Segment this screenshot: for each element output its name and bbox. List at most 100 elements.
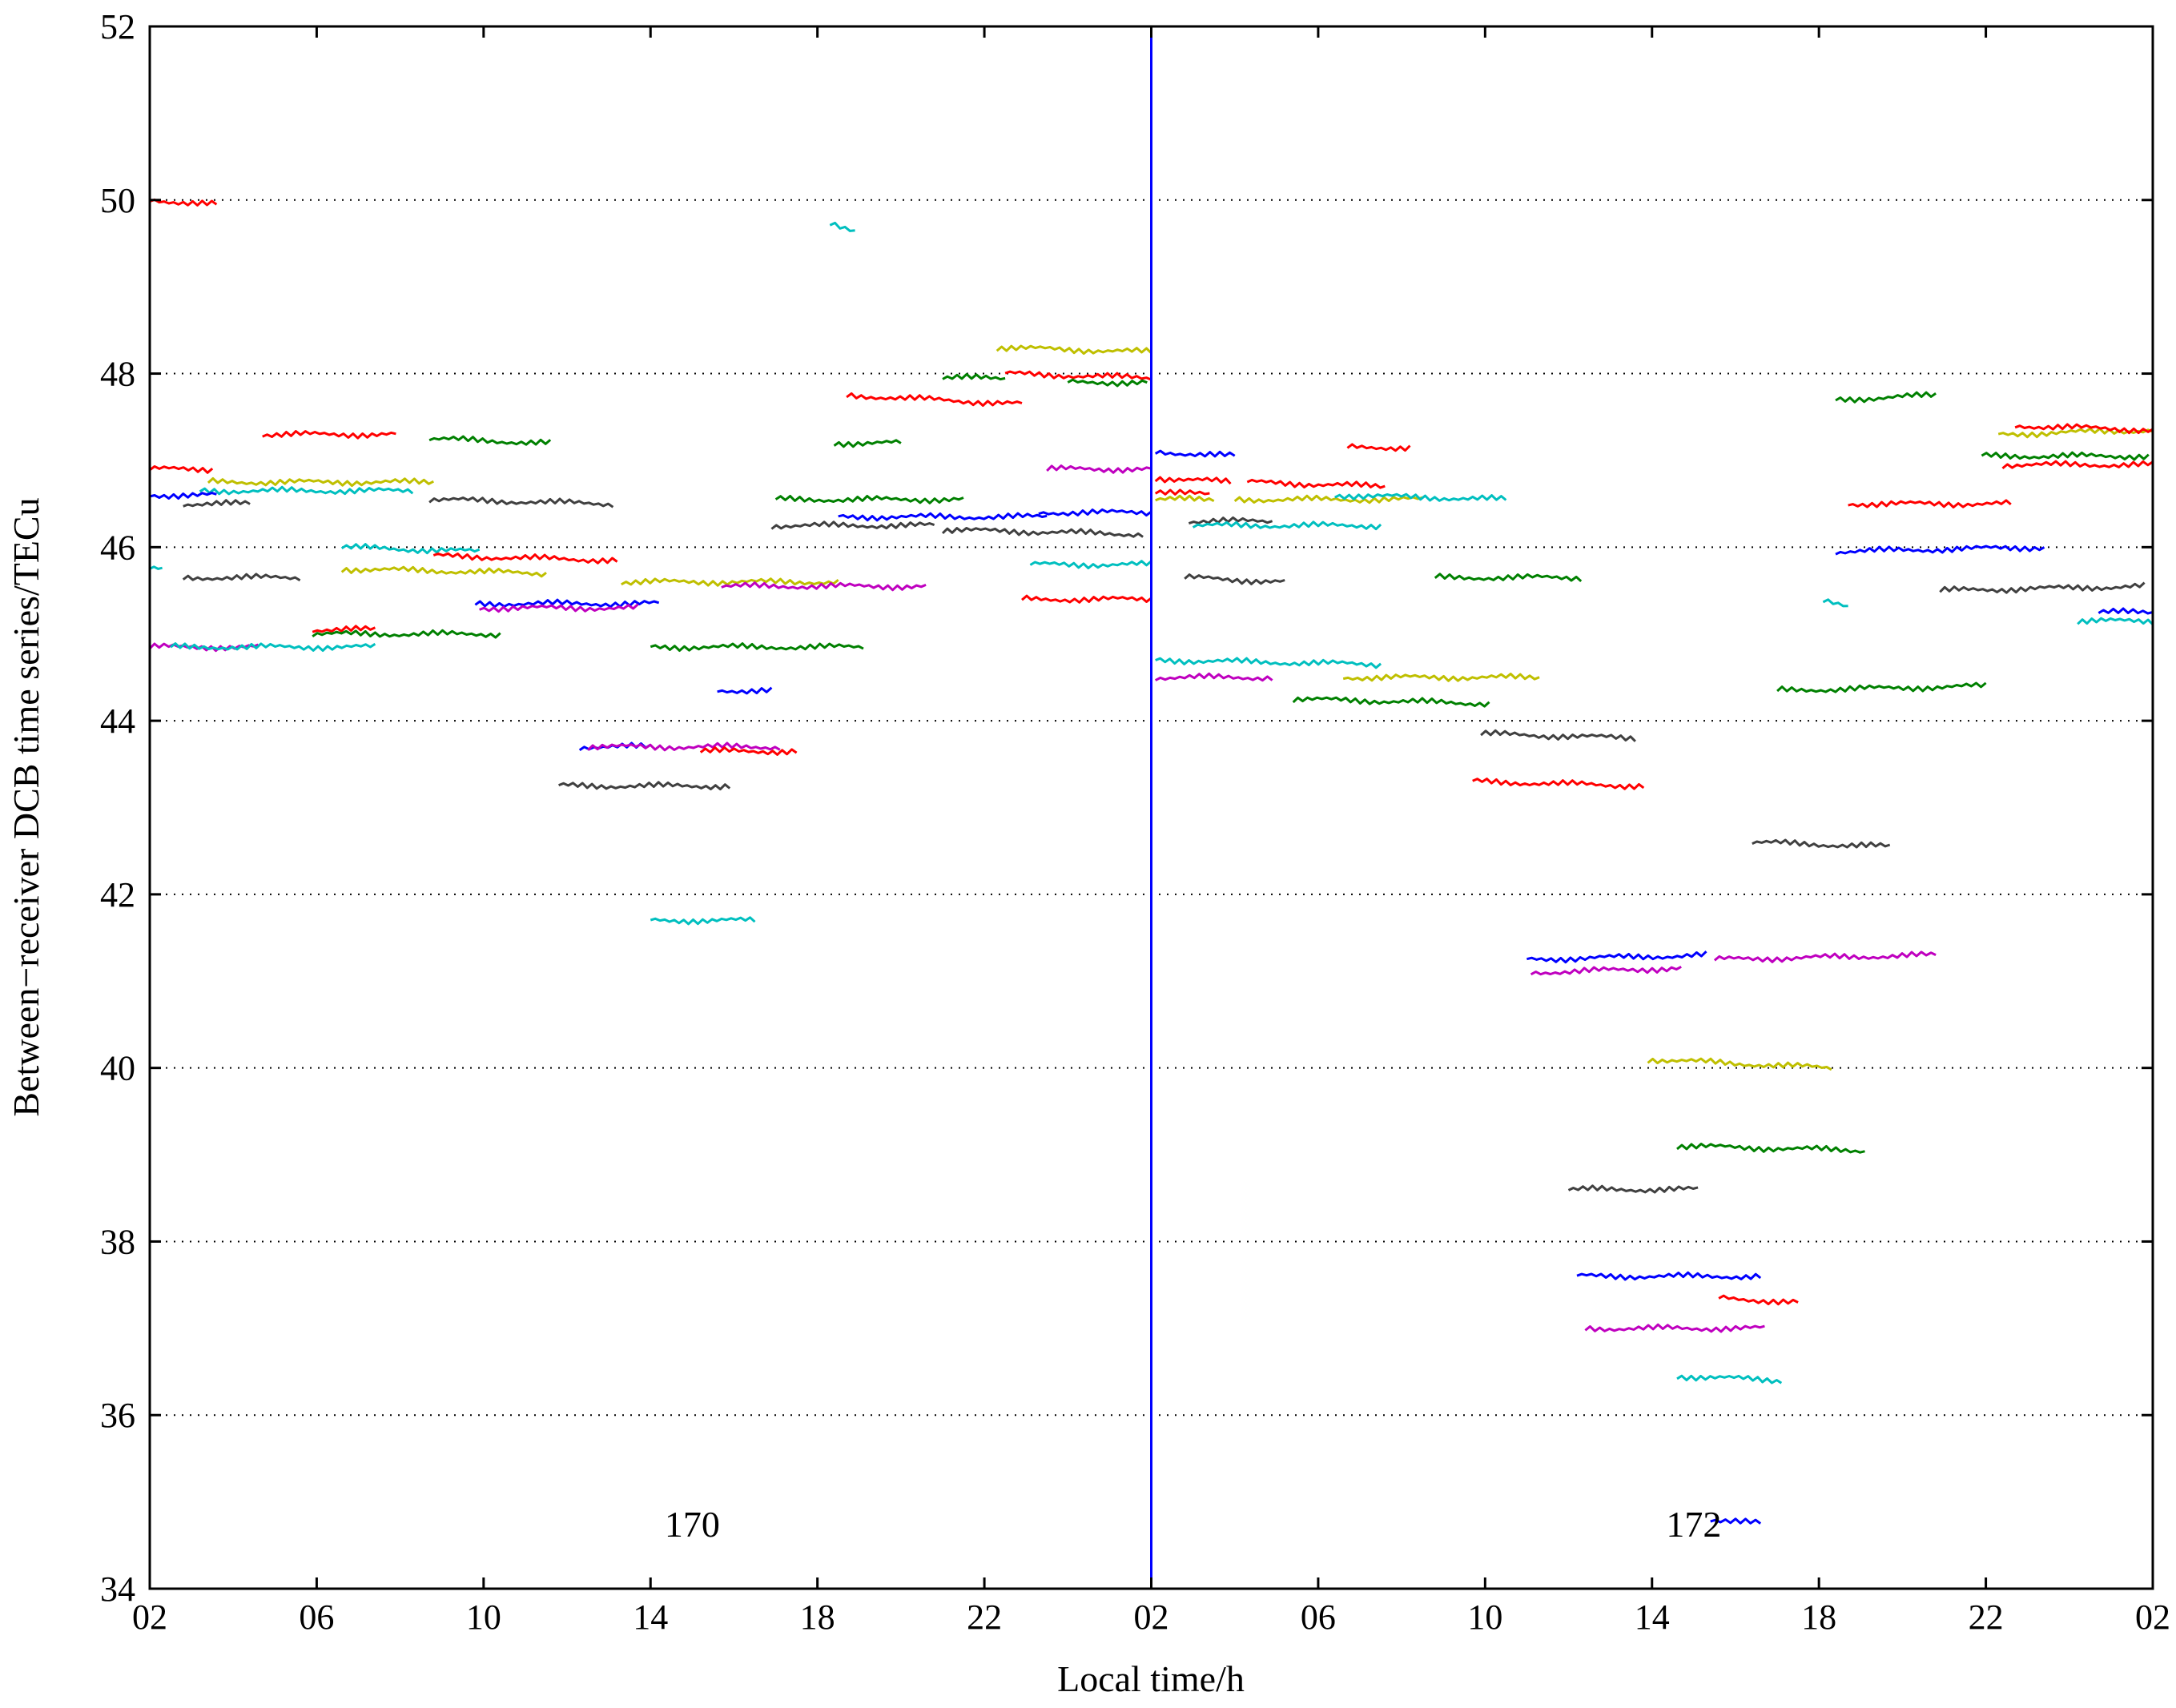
dcb-segment	[1292, 696, 1490, 708]
dcb-segment	[995, 344, 1152, 355]
dcb-segment	[1021, 594, 1152, 604]
x-tick-label: 22	[1969, 1597, 2004, 1637]
x-tick-label: 10	[466, 1597, 501, 1637]
dcb-segment	[1155, 494, 1215, 503]
dcb-segment	[1434, 573, 1583, 583]
dcb-segment	[846, 392, 1023, 407]
dcb-segment	[1154, 488, 1210, 496]
dcb-segment	[1576, 1271, 1762, 1281]
dcb-segment	[428, 435, 552, 446]
y-tick-label: 52	[100, 7, 135, 46]
dcb-segment	[587, 741, 781, 752]
dcb-segment	[721, 581, 927, 592]
dcb-segment	[1676, 1374, 1783, 1384]
x-tick-label: 06	[299, 1597, 334, 1637]
x-tick-label: 18	[1801, 1597, 1836, 1637]
dcb-segment	[312, 629, 501, 639]
dcb-segment	[183, 499, 251, 508]
dcb-segment	[428, 496, 614, 508]
dcb-segment	[833, 439, 902, 448]
y-tick-label: 40	[100, 1049, 135, 1088]
dcb-segment	[1480, 729, 1636, 742]
y-tick-label: 38	[100, 1222, 135, 1261]
dcb-segment	[170, 642, 376, 652]
dcb-series	[148, 198, 2154, 1525]
day-label: 172	[1666, 1504, 1721, 1545]
dcb-segment	[312, 625, 376, 633]
dcb-segment	[558, 781, 731, 791]
y-tick-label: 48	[100, 355, 135, 394]
dcb-segment	[774, 495, 964, 504]
y-tick-label: 36	[100, 1396, 135, 1435]
x-tick-label: 14	[1635, 1597, 1670, 1637]
dcb-segment	[941, 527, 1144, 538]
dcb-segment	[1046, 464, 1152, 474]
dcb-segment	[1710, 1517, 1762, 1525]
axis-ticks: 02 06 10 14 18 22 02 06 10 14 18 22 0234363840424446…	[100, 7, 2170, 1637]
dcb-segment	[1981, 451, 2150, 461]
dcb-segment	[207, 477, 434, 488]
dcb-segment	[1472, 778, 1645, 790]
dcb-segment	[1004, 370, 1152, 381]
dcb-segment	[340, 543, 481, 555]
dcb-segment	[262, 430, 396, 440]
dcb-segment	[1848, 499, 2012, 508]
dcb-segment	[1676, 1143, 1865, 1154]
dcb-segment	[1647, 1057, 1832, 1071]
dcb-segment	[1822, 598, 1848, 608]
dcb-segment	[1192, 520, 1382, 531]
x-tick-label: 02	[1134, 1597, 1169, 1637]
dcb-segment	[1346, 443, 1411, 452]
dcb-segment	[942, 372, 1006, 381]
dcb-segment	[2098, 607, 2154, 615]
y-tick-label: 46	[100, 528, 135, 567]
dcb-segment	[2077, 617, 2154, 625]
dcb-segment	[199, 485, 414, 496]
y-tick-label: 42	[100, 875, 135, 914]
dcb-segment	[2014, 423, 2154, 435]
dcb-segment	[1233, 494, 1423, 504]
dcb-segment	[1029, 560, 1152, 569]
dcb-segment	[621, 577, 839, 587]
y-tick-label: 50	[100, 181, 135, 220]
x-tick-label: 02	[2135, 1597, 2170, 1637]
dcb-segment	[1526, 950, 1707, 964]
dcb-segment	[1188, 516, 1273, 525]
dcb-segment	[340, 565, 547, 578]
dcb-segment	[1530, 965, 1682, 976]
dcb-segment	[1584, 1323, 1765, 1333]
dcb-segment	[1184, 573, 1285, 585]
dcb-segment	[1154, 449, 1236, 458]
annotations: 170 172	[665, 1504, 1722, 1545]
dcb-segment	[1835, 545, 2045, 556]
dcb-segment	[1155, 672, 1273, 682]
dcb-segment	[650, 642, 864, 652]
dcb-segment	[1342, 673, 1540, 682]
x-tick-label: 14	[633, 1597, 668, 1637]
dcb-segment	[770, 520, 935, 530]
dcb-segment	[149, 492, 217, 500]
dcb-segment	[650, 916, 756, 926]
dcb-segment	[2001, 460, 2154, 470]
x-tick-label: 06	[1301, 1597, 1336, 1637]
dcb-segment	[1835, 391, 1937, 404]
dcb-segment	[1038, 508, 1152, 517]
y-tick-label: 34	[100, 1569, 135, 1609]
dcb-segment	[1776, 681, 1987, 693]
x-axis-title: Local time/h	[1057, 1658, 1245, 1699]
dcb-segment	[699, 746, 798, 756]
dcb-segment	[1752, 838, 1891, 849]
x-tick-label: 02	[132, 1597, 167, 1637]
dcb-segment	[149, 565, 163, 570]
dcb-segment	[1067, 378, 1148, 388]
x-tick-label: 22	[967, 1597, 1002, 1637]
day-label: 170	[665, 1504, 720, 1545]
dcb-segment	[1718, 1294, 1799, 1306]
dcb-segment	[1246, 478, 1386, 489]
dcb-segment	[829, 221, 855, 232]
dcb-segment	[149, 198, 218, 207]
dcb-segment	[1154, 476, 1232, 485]
y-tick-label: 44	[100, 701, 135, 741]
dcb-segment	[1334, 492, 1507, 502]
